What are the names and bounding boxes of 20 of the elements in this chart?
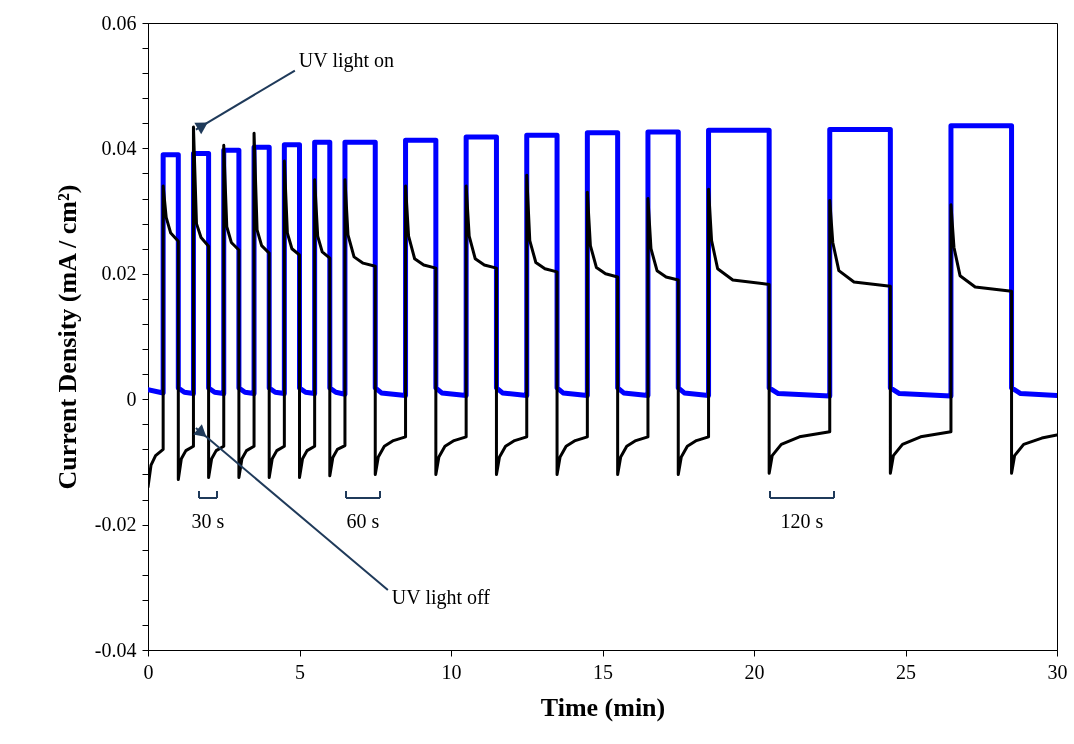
x-tick-label: 0 bbox=[143, 660, 154, 683]
x-tick-label: 5 bbox=[295, 660, 305, 683]
x-axis-title: Time (min) bbox=[540, 692, 666, 722]
annotation: UV light off bbox=[391, 586, 491, 610]
y-axis-title: Current Density (mA / cm²) bbox=[52, 184, 82, 490]
annotation: 120 s bbox=[780, 510, 824, 532]
x-tick-label: 15 bbox=[593, 660, 613, 683]
y-tick-label: 0 bbox=[126, 387, 137, 410]
annotation: 30 s bbox=[191, 510, 225, 532]
y-tick-label: -0.04 bbox=[94, 638, 137, 661]
y-tick-label: 0.04 bbox=[101, 136, 137, 159]
x-tick-label: 25 bbox=[896, 660, 916, 683]
x-tick-label: 20 bbox=[744, 660, 765, 683]
annotation: 60 s bbox=[346, 510, 380, 532]
x-tick-label: 10 bbox=[441, 660, 462, 683]
y-tick-label: -0.02 bbox=[94, 513, 137, 536]
y-tick-label: 0.02 bbox=[101, 262, 137, 285]
y-tick-label: 0.06 bbox=[101, 11, 137, 34]
x-tick-label: 30 bbox=[1047, 660, 1068, 683]
annotation: UV light on bbox=[298, 48, 395, 72]
